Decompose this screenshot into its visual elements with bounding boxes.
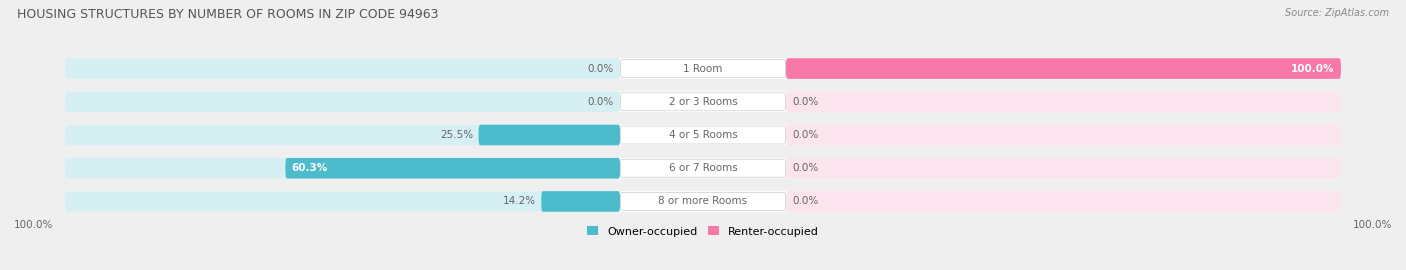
FancyBboxPatch shape (786, 58, 1341, 79)
Text: 25.5%: 25.5% (440, 130, 474, 140)
FancyBboxPatch shape (786, 158, 1341, 178)
FancyBboxPatch shape (65, 191, 620, 212)
Text: 0.0%: 0.0% (588, 97, 613, 107)
FancyBboxPatch shape (786, 92, 1341, 112)
FancyBboxPatch shape (620, 159, 786, 177)
FancyBboxPatch shape (285, 158, 620, 178)
FancyBboxPatch shape (620, 193, 786, 210)
FancyBboxPatch shape (65, 125, 620, 145)
FancyBboxPatch shape (786, 58, 1341, 79)
Text: 100.0%: 100.0% (14, 220, 53, 230)
Text: 0.0%: 0.0% (793, 163, 818, 173)
Text: 0.0%: 0.0% (588, 63, 613, 73)
FancyBboxPatch shape (65, 92, 1341, 112)
FancyBboxPatch shape (65, 125, 1341, 145)
FancyBboxPatch shape (65, 158, 620, 178)
FancyBboxPatch shape (65, 191, 1341, 212)
Text: 1 Room: 1 Room (683, 63, 723, 73)
FancyBboxPatch shape (65, 158, 1341, 178)
Text: HOUSING STRUCTURES BY NUMBER OF ROOMS IN ZIP CODE 94963: HOUSING STRUCTURES BY NUMBER OF ROOMS IN… (17, 8, 439, 21)
Text: 14.2%: 14.2% (503, 197, 536, 207)
FancyBboxPatch shape (620, 126, 786, 144)
Text: 8 or more Rooms: 8 or more Rooms (658, 197, 748, 207)
Text: 0.0%: 0.0% (793, 97, 818, 107)
FancyBboxPatch shape (541, 191, 620, 212)
Text: Source: ZipAtlas.com: Source: ZipAtlas.com (1285, 8, 1389, 18)
Text: 100.0%: 100.0% (1291, 63, 1334, 73)
FancyBboxPatch shape (65, 92, 620, 112)
FancyBboxPatch shape (620, 93, 786, 111)
Text: 60.3%: 60.3% (292, 163, 328, 173)
Text: 6 or 7 Rooms: 6 or 7 Rooms (669, 163, 737, 173)
FancyBboxPatch shape (65, 58, 620, 79)
Text: 4 or 5 Rooms: 4 or 5 Rooms (669, 130, 737, 140)
FancyBboxPatch shape (478, 125, 620, 145)
Text: 0.0%: 0.0% (793, 197, 818, 207)
FancyBboxPatch shape (786, 125, 1341, 145)
FancyBboxPatch shape (786, 191, 1341, 212)
Text: 0.0%: 0.0% (793, 130, 818, 140)
FancyBboxPatch shape (620, 60, 786, 77)
Text: 100.0%: 100.0% (1353, 220, 1392, 230)
Legend: Owner-occupied, Renter-occupied: Owner-occupied, Renter-occupied (586, 226, 820, 237)
Text: 2 or 3 Rooms: 2 or 3 Rooms (669, 97, 737, 107)
FancyBboxPatch shape (65, 58, 1341, 79)
